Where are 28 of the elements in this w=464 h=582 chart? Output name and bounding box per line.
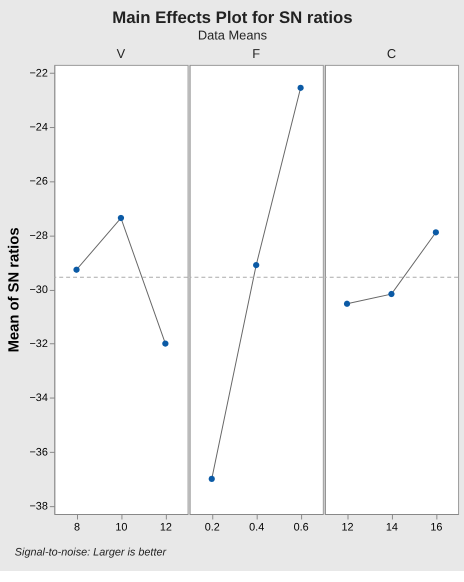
point bbox=[162, 340, 168, 347]
x-axis-title: F bbox=[252, 46, 260, 61]
x-tick-label: 14 bbox=[386, 521, 398, 534]
point bbox=[73, 266, 80, 273]
y-axis-title: Mean of SN ratios bbox=[6, 227, 23, 352]
y-tick-label: −32 bbox=[29, 338, 48, 350]
x-tick-label: 0.2 bbox=[204, 521, 220, 534]
y-tick-label: −38 bbox=[29, 500, 48, 512]
chart-subtitle: Data Means bbox=[198, 28, 267, 43]
x-axis-title: V bbox=[116, 46, 126, 61]
y-tick-label: −22 bbox=[29, 67, 48, 80]
y-tick-label: −34 bbox=[29, 392, 48, 404]
x-tick-label: 16 bbox=[430, 521, 442, 534]
x-tick-label: 0.4 bbox=[249, 521, 264, 534]
x-tick-label: 12 bbox=[160, 521, 172, 534]
y-tick-label: −36 bbox=[29, 446, 48, 458]
y-tick-label: −26 bbox=[29, 176, 48, 188]
x-tick-label: 12 bbox=[341, 521, 354, 534]
x-tick-label: 8 bbox=[74, 521, 80, 534]
x-tick-label: 0.6 bbox=[294, 521, 309, 534]
y-tick-label: −30 bbox=[29, 284, 48, 296]
y-tick-label: −28 bbox=[29, 230, 48, 242]
text: Signal-to-noise: Larger is better bbox=[14, 546, 166, 559]
chart-title: Main Effects Plot for SN ratios bbox=[112, 8, 353, 27]
x-axis-title: C bbox=[386, 46, 396, 61]
point bbox=[118, 214, 124, 222]
x-tick-label: 10 bbox=[115, 521, 128, 534]
y-tick-label: −24 bbox=[29, 122, 48, 134]
